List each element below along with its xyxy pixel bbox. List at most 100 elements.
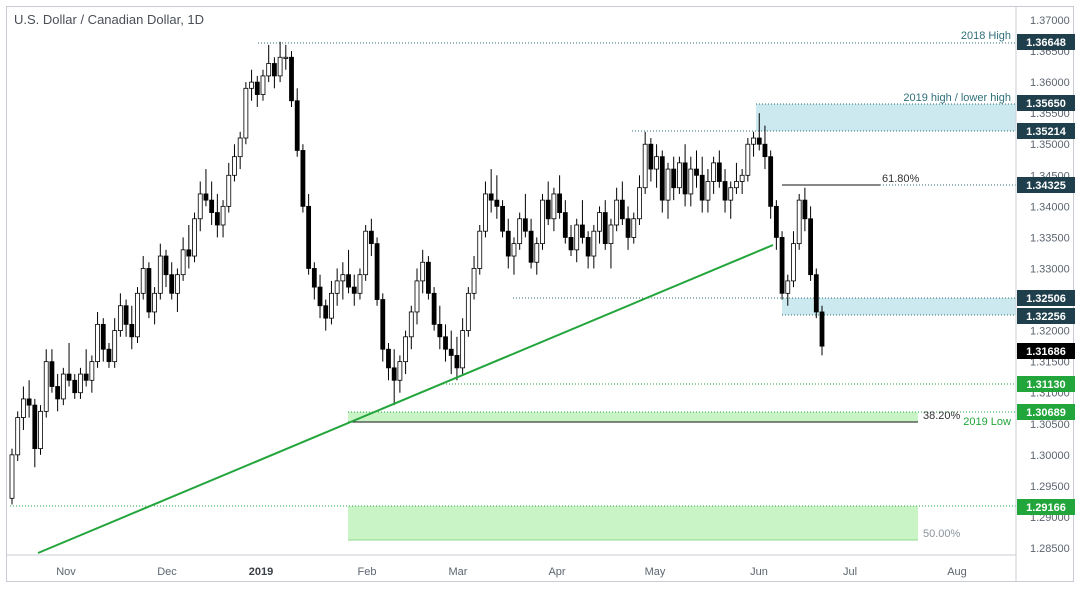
candle — [43, 349, 49, 418]
candle — [437, 305, 443, 350]
candle — [448, 330, 454, 375]
candle — [254, 75, 260, 107]
price-label-box — [1017, 499, 1075, 515]
candle-body-down — [386, 348, 391, 369]
candle-body-down — [722, 181, 728, 201]
candle — [528, 218, 534, 269]
candle — [705, 169, 711, 213]
candle-body-up — [15, 417, 21, 456]
price-label: 1.32506 — [1017, 290, 1075, 306]
candle-body-up — [517, 218, 523, 245]
candle-body-up — [511, 243, 517, 257]
candle — [716, 150, 722, 188]
candle — [802, 187, 808, 232]
y-tick-label: 1.36000 — [1030, 77, 1070, 89]
price-label-box — [1017, 308, 1075, 324]
candle-body-up — [9, 454, 15, 499]
candle — [55, 374, 61, 412]
candle — [9, 448, 15, 505]
price-label-text: 1.32506 — [1026, 293, 1066, 305]
candle-body-down — [426, 261, 431, 294]
candle — [762, 125, 768, 170]
candle-body-up — [157, 255, 163, 294]
candle-body-down — [773, 205, 779, 238]
candle-body-up — [197, 193, 203, 220]
price-label-text: 1.34325 — [1026, 180, 1066, 192]
y-axis: 1.370001.365001.360001.355001.350001.345… — [1030, 15, 1070, 555]
y-tick-label: 1.32000 — [1030, 326, 1070, 338]
candle-body-up — [277, 56, 283, 77]
candle — [819, 305, 825, 356]
chart-title: U.S. Dollar / Canadian Dollar, 1D — [14, 12, 204, 27]
candle — [608, 218, 614, 269]
y-tick-label: 1.35000 — [1030, 139, 1070, 151]
candle-body-up — [665, 168, 671, 201]
y-tick-label: 1.30000 — [1030, 450, 1070, 462]
candle-body-up — [357, 274, 363, 294]
candle-body-down — [568, 237, 574, 251]
candle-body-down — [271, 63, 277, 77]
price-label-box — [1017, 343, 1075, 359]
candle-body-down — [494, 199, 500, 207]
candle-body-up — [608, 224, 614, 245]
price-label: 1.29166 — [1017, 499, 1075, 515]
candle-body-down — [32, 404, 38, 450]
candle — [585, 231, 591, 269]
candle — [197, 181, 203, 232]
candle-body-up — [135, 292, 140, 338]
candle-body-down — [505, 230, 511, 257]
candle-body-up — [89, 361, 95, 381]
y-tick-label: 1.35500 — [1030, 108, 1070, 120]
candle — [654, 144, 659, 188]
candle-body-up — [477, 230, 483, 269]
candle — [540, 193, 545, 250]
zone-125 — [782, 298, 1016, 315]
candle-body-down — [49, 361, 55, 387]
annotation-fib-618: 61.80% — [882, 173, 920, 185]
candle-body-down — [819, 311, 825, 347]
chart-frame — [6, 6, 1074, 582]
candle — [431, 287, 437, 331]
candle-body-up — [180, 249, 186, 276]
candle-body-up — [334, 280, 340, 294]
candle — [522, 193, 528, 238]
candle — [751, 131, 756, 157]
price-label-text: 1.32256 — [1026, 311, 1066, 323]
x-tick-label: Nov — [56, 566, 76, 578]
candle — [192, 212, 197, 263]
candle-body-up — [734, 181, 739, 189]
candle — [260, 69, 266, 101]
candle — [551, 187, 557, 232]
candle — [602, 200, 608, 250]
candle — [317, 274, 323, 319]
candle — [117, 293, 123, 337]
candle — [15, 411, 21, 462]
price-label: 1.30689 — [1017, 404, 1075, 420]
candle — [505, 218, 511, 269]
candle — [146, 262, 152, 319]
candle-body-up — [739, 174, 745, 182]
zones-layer — [348, 104, 1016, 540]
price-label: 1.35650 — [1017, 95, 1075, 111]
x-tick-label: 2019 — [249, 566, 273, 578]
candle-body-up — [397, 361, 403, 381]
candle — [300, 144, 306, 213]
x-axis: Nov Dec 2019 Feb Mar Apr May Jun Jul Aug — [56, 566, 967, 578]
candle — [756, 113, 762, 151]
candle-body-up — [329, 292, 334, 319]
candle — [340, 262, 346, 300]
candle — [443, 324, 448, 362]
candle — [226, 162, 232, 213]
candle — [140, 256, 146, 300]
candle — [637, 175, 642, 225]
candle — [380, 293, 386, 362]
candle — [808, 206, 813, 281]
candle-body-down — [802, 199, 808, 220]
candle-body-down — [580, 224, 585, 238]
candle-body-up — [140, 268, 146, 294]
candle-body-down — [716, 162, 722, 182]
candle-body-up — [226, 174, 232, 207]
candle-body-down — [123, 305, 129, 325]
candle-body-down — [602, 212, 608, 245]
